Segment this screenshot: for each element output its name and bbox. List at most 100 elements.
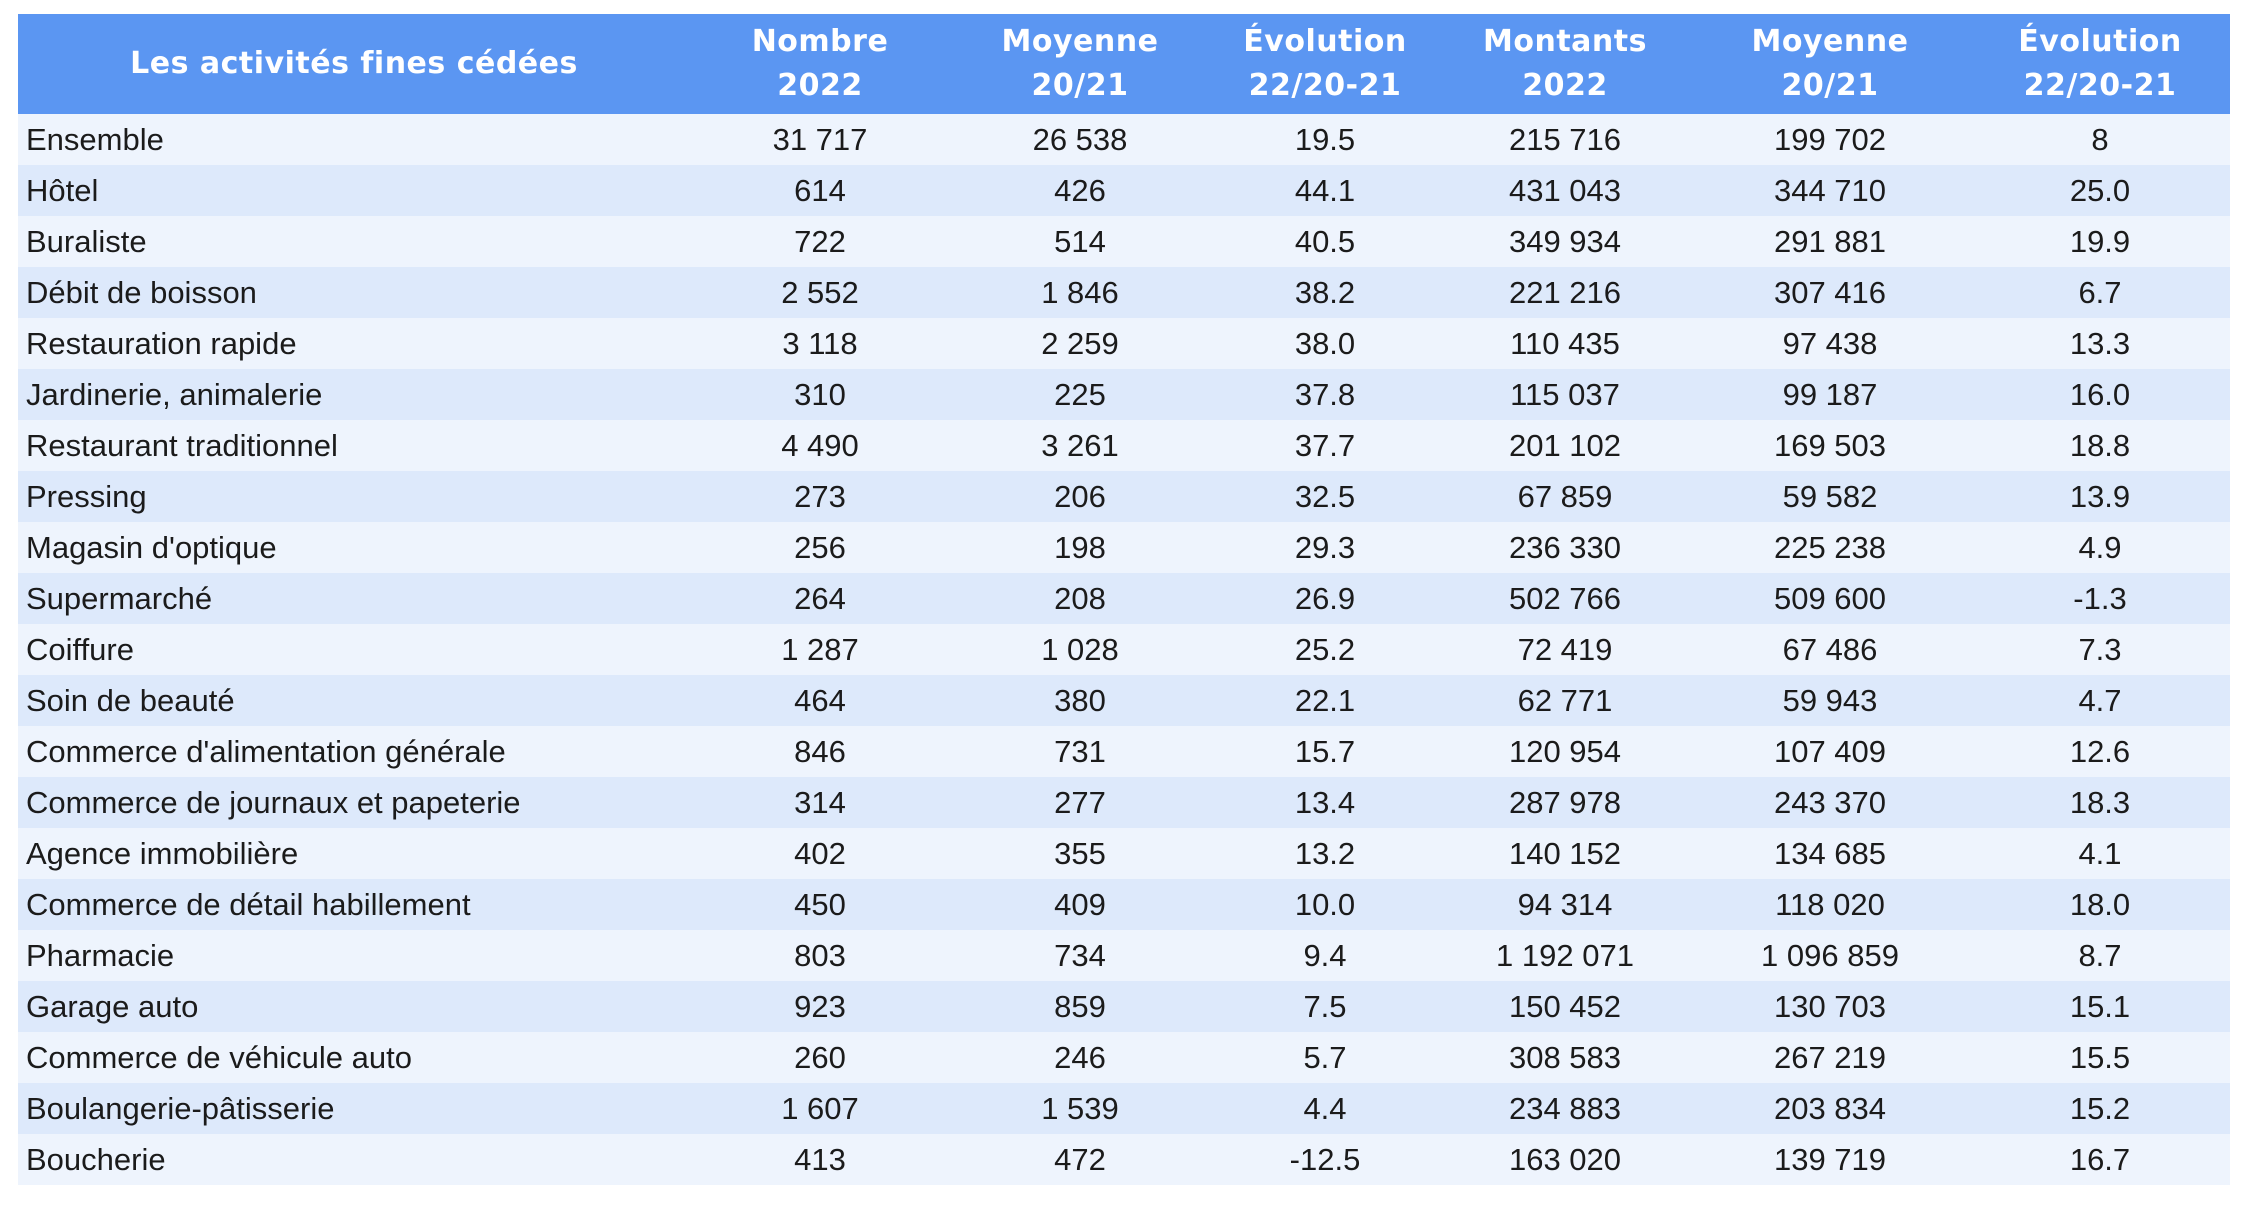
table-cell: 264 [794, 580, 846, 616]
table-cell: 15.5 [2069, 1039, 2131, 1075]
table-cell: 1 846 [1041, 274, 1119, 310]
table-cell: 1 287 [781, 631, 859, 667]
table-cell: -1.3 [2073, 580, 2127, 616]
table-cell: 215 716 [1508, 121, 1622, 157]
table-cell: 16.0 [2069, 376, 2131, 412]
table-header: Les activités fines cédées Nombre 2022 Moye… [18, 14, 2230, 114]
activity-label: Pharmacie [26, 937, 175, 973]
table-cell: 1 192 071 [1496, 937, 1634, 973]
table-cell: 291 881 [1773, 223, 1887, 259]
table-cell: 472 [1054, 1141, 1106, 1177]
table-cell: 19.5 [1294, 121, 1356, 157]
column-header-line1: Évolution [1243, 24, 1407, 59]
table-cell: 163 020 [1508, 1141, 1622, 1177]
table-cell: 19.9 [2069, 223, 2131, 259]
table-row: Commerce de véhicule auto 260 246 5.7 308 58… [18, 1032, 2230, 1083]
table-cell: 62 771 [1517, 682, 1613, 718]
table-cell: 355 [1054, 835, 1106, 871]
table-cell: 260 [794, 1039, 846, 1075]
table-row: Supermarché 264 208 26.9 502 766 509 600 -1.3 [18, 573, 2230, 624]
activity-label: Buraliste [26, 223, 147, 259]
table-cell: 243 370 [1773, 784, 1887, 820]
table-cell: 37.8 [1294, 376, 1356, 412]
activity-label: Commerce de véhicule auto [26, 1039, 412, 1075]
activity-label: Garage auto [26, 988, 199, 1024]
table-cell: -12.5 [1289, 1141, 1361, 1177]
table-cell: 1 607 [781, 1090, 859, 1126]
table-row: Buraliste 722 514 40.5 349 934 291 881 19.9 [18, 216, 2230, 267]
table-row: Hôtel 614 426 44.1 431 043 344 710 25.0 [18, 165, 2230, 216]
table-cell: 246 [1054, 1039, 1106, 1075]
table-row: Ensemble 31 717 26 538 19.5 215 716 199 702 8 [18, 114, 2230, 165]
table-cell: 4 490 [781, 427, 859, 463]
table-cell: 13.9 [2069, 478, 2131, 514]
table-cell: 99 187 [1782, 376, 1878, 412]
table-cell: 1 028 [1041, 631, 1119, 667]
activity-label: Boulangerie-pâtisserie [26, 1090, 335, 1126]
column-header-line2: 22/20-21 [1248, 68, 1402, 103]
column-header: Moyenne 20/21 [1690, 14, 1970, 114]
table-cell: 72 419 [1517, 631, 1613, 667]
table-cell: 150 452 [1508, 988, 1622, 1024]
column-header-title: Les activités fines cédées [18, 14, 690, 114]
table-cell: 110 435 [1510, 325, 1620, 361]
table-cell: 130 703 [1773, 988, 1887, 1024]
table-cell: 118 020 [1775, 886, 1885, 922]
table-cell: 15.1 [2069, 988, 2131, 1024]
table-row: Agence immobilière 402 355 13.2 140 152 134 6… [18, 828, 2230, 879]
table-cell: 314 [794, 784, 846, 820]
table-cell: 198 [1054, 529, 1106, 565]
table-cell: 29.3 [1294, 529, 1356, 565]
activity-label: Hôtel [26, 172, 99, 208]
column-header: Évolution 22/20-21 [1210, 14, 1440, 114]
table-row: Commerce d'alimentation générale 846 731 15… [18, 726, 2230, 777]
table-body: Ensemble 31 717 26 538 19.5 215 716 199 702 8 H… [18, 114, 2230, 1185]
column-header-line2: 20/21 [1781, 68, 1879, 103]
table-row: Restauration rapide 3 118 2 259 38.0 110 435… [18, 318, 2230, 369]
table-row: Garage auto 923 859 7.5 150 452 130 703 15.1 [18, 981, 2230, 1032]
table-cell: 307 416 [1773, 274, 1887, 310]
activity-label: Pressing [26, 478, 147, 514]
table-cell: 514 [1054, 223, 1106, 259]
table-cell: 409 [1054, 886, 1106, 922]
table-cell: 225 238 [1773, 529, 1887, 565]
table-cell: 140 152 [1508, 835, 1622, 871]
table-cell: 97 438 [1782, 325, 1878, 361]
table-cell: 4.9 [2078, 529, 2122, 565]
table-cell: 201 102 [1508, 427, 1622, 463]
table-cell: 203 834 [1773, 1090, 1887, 1126]
table-cell: 803 [794, 937, 846, 973]
table-cell: 731 [1054, 733, 1106, 769]
table-cell: 4.4 [1303, 1090, 1347, 1126]
table-row: Commerce de détail habillement 450 409 10.0… [18, 879, 2230, 930]
table-cell: 120 954 [1508, 733, 1622, 769]
table-cell: 234 883 [1508, 1090, 1622, 1126]
column-header-line1: Évolution [2018, 24, 2182, 59]
table-cell: 94 314 [1517, 886, 1613, 922]
table-row: Boulangerie-pâtisserie 1 607 1 539 4.4 234 8… [18, 1083, 2230, 1134]
table-row: Boucherie 413 472 -12.5 163 020 139 719 16.7 [18, 1134, 2230, 1185]
column-header-line2: 2022 [1522, 68, 1608, 103]
table-cell: 25.2 [1294, 631, 1356, 667]
table-cell: 2 552 [781, 274, 859, 310]
activity-label: Commerce d'alimentation générale [26, 733, 506, 769]
table-cell: 32.5 [1294, 478, 1356, 514]
table-cell: 38.0 [1294, 325, 1356, 361]
table-cell: 16.7 [2069, 1141, 2131, 1177]
column-header-line1: Montants [1483, 24, 1647, 59]
table-cell: 18.8 [2069, 427, 2131, 463]
table-cell: 267 219 [1773, 1039, 1887, 1075]
table-cell: 1 096 859 [1761, 937, 1899, 973]
table-cell: 2 259 [1041, 325, 1119, 361]
table-cell: 287 978 [1508, 784, 1622, 820]
table-cell: 308 583 [1508, 1039, 1622, 1075]
table-cell: 614 [794, 172, 846, 208]
table-cell: 31 717 [772, 121, 868, 157]
table-cell: 7.3 [2078, 631, 2122, 667]
table-cell: 4.7 [2078, 682, 2122, 718]
table-cell: 15.7 [1294, 733, 1356, 769]
table-cell: 18.0 [2069, 886, 2131, 922]
table-cell: 67 859 [1517, 478, 1613, 514]
table-cell: 344 710 [1773, 172, 1887, 208]
activity-label: Ensemble [26, 121, 164, 157]
